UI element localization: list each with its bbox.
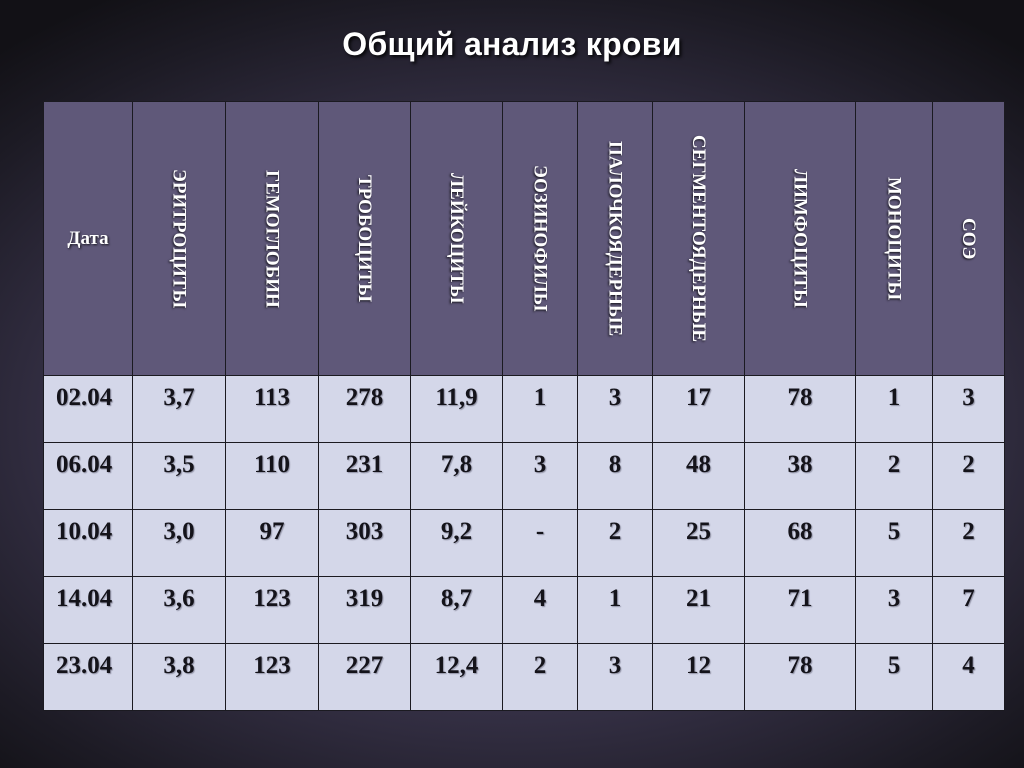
table-row: 02.04 3,7 113 278 11,9 1 3 17 78 1 3 — [43, 375, 1005, 443]
table-cell: 227 — [318, 643, 411, 711]
table-cell: 17 — [652, 375, 745, 443]
table-cell: 2 — [932, 509, 1005, 577]
table-cell: 3,6 — [132, 576, 226, 644]
column-header-label: СЕГМЕНТОЯДЕРНЫЕ — [688, 134, 709, 343]
table-cell: 5 — [855, 643, 933, 711]
blood-test-table: Дата ЭРИТРОЦИТЫ ГЕМОГЛОБИН ТРОБОЦИТЫ ЛЕЙ… — [43, 101, 1005, 711]
column-header-label: ЭРИТРОЦИТЫ — [168, 168, 190, 309]
column-header: ЛЕЙКОЦИТЫ — [410, 101, 503, 376]
table-cell: 2 — [502, 643, 578, 711]
column-header: ГЕМОГЛОБИН — [225, 101, 319, 376]
table-cell: 4 — [932, 643, 1005, 711]
column-header: ТРОБОЦИТЫ — [318, 101, 411, 376]
table-cell: 3,5 — [132, 442, 226, 510]
table-cell: 303 — [318, 509, 411, 577]
date-cell: 02.04 — [43, 375, 133, 443]
table-cell: 1 — [502, 375, 578, 443]
table-cell: 3,8 — [132, 643, 226, 711]
column-header-label: Дата — [67, 227, 109, 249]
column-header-label: ЛИМФОЦИТЫ — [789, 169, 811, 308]
table-cell: 4 — [502, 576, 578, 644]
table-cell: 2 — [855, 442, 933, 510]
table-row: 23.04 3,8 123 227 12,4 2 3 12 78 5 4 — [43, 643, 1005, 711]
table-cell: 78 — [744, 375, 856, 443]
table-cell: - — [502, 509, 578, 577]
column-header: МОНОЦИТЫ — [855, 101, 933, 376]
table-cell: 3,0 — [132, 509, 226, 577]
table-cell: 123 — [225, 576, 319, 644]
table-cell: 21 — [652, 576, 745, 644]
table-row: 10.04 3,0 97 303 9,2 - 2 25 68 5 2 — [43, 509, 1005, 577]
table-cell: 231 — [318, 442, 411, 510]
page-title: Общий анализ крови — [342, 26, 682, 62]
table-cell: 110 — [225, 442, 319, 510]
table-cell: 48 — [652, 442, 745, 510]
table-cell: 3 — [577, 375, 653, 443]
table-cell: 113 — [225, 375, 319, 443]
column-header: ЭОЗИНОФИЛЫ — [502, 101, 578, 376]
table-row: 14.04 3,6 123 319 8,7 4 1 21 71 3 7 — [43, 576, 1005, 644]
table-cell: 3,7 — [132, 375, 226, 443]
column-header: СЕГМЕНТОЯДЕРНЫЕ — [652, 101, 745, 376]
table-cell: 3 — [855, 576, 933, 644]
table-cell: 38 — [744, 442, 856, 510]
date-cell: 06.04 — [43, 442, 133, 510]
column-header: ЭРИТРОЦИТЫ — [132, 101, 226, 376]
table-cell: 1 — [855, 375, 933, 443]
column-header: ПАЛОЧКОЯДЕРНЫЕ — [577, 101, 653, 376]
table-cell: 3 — [502, 442, 578, 510]
table-cell: 278 — [318, 375, 411, 443]
table-cell: 25 — [652, 509, 745, 577]
table-cell: 319 — [318, 576, 411, 644]
column-header: ЛИМФОЦИТЫ — [744, 101, 856, 376]
table-cell: 78 — [744, 643, 856, 711]
table-cell: 7,8 — [410, 442, 503, 510]
date-cell: 14.04 — [43, 576, 133, 644]
table-cell: 8 — [577, 442, 653, 510]
table-cell: 123 — [225, 643, 319, 711]
date-cell: 23.04 — [43, 643, 133, 711]
column-header: СОЭ — [932, 101, 1005, 376]
table-row: 06.04 3,5 110 231 7,8 3 8 48 38 2 2 — [43, 442, 1005, 510]
column-header-label: МОНОЦИТЫ — [883, 176, 905, 301]
table-cell: 8,7 — [410, 576, 503, 644]
table-cell: 12 — [652, 643, 745, 711]
column-header-label: ЛЕЙКОЦИТЫ — [446, 173, 467, 304]
table-cell: 2 — [932, 442, 1005, 510]
table-cell: 9,2 — [410, 509, 503, 577]
column-header-label: ПАЛОЧКОЯДЕРНЫЕ — [604, 140, 626, 337]
table-cell: 12,4 — [410, 643, 503, 711]
header-row: Дата ЭРИТРОЦИТЫ ГЕМОГЛОБИН ТРОБОЦИТЫ ЛЕЙ… — [43, 101, 1005, 376]
table-cell: 11,9 — [410, 375, 503, 443]
column-header-label: ТРОБОЦИТЫ — [354, 174, 375, 303]
table-cell: 68 — [744, 509, 856, 577]
table-cell: 1 — [577, 576, 653, 644]
table-cell: 3 — [932, 375, 1005, 443]
date-cell: 10.04 — [43, 509, 133, 577]
table-cell: 2 — [577, 509, 653, 577]
column-header-label: ЭОЗИНОФИЛЫ — [529, 165, 551, 312]
column-header-label: ГЕМОГЛОБИН — [261, 169, 283, 308]
table-cell: 3 — [577, 643, 653, 711]
table-cell: 71 — [744, 576, 856, 644]
table-cell: 5 — [855, 509, 933, 577]
column-header-label: СОЭ — [958, 217, 979, 260]
table-cell: 97 — [225, 509, 319, 577]
table-cell: 7 — [932, 576, 1005, 644]
column-header-date: Дата — [43, 101, 133, 376]
